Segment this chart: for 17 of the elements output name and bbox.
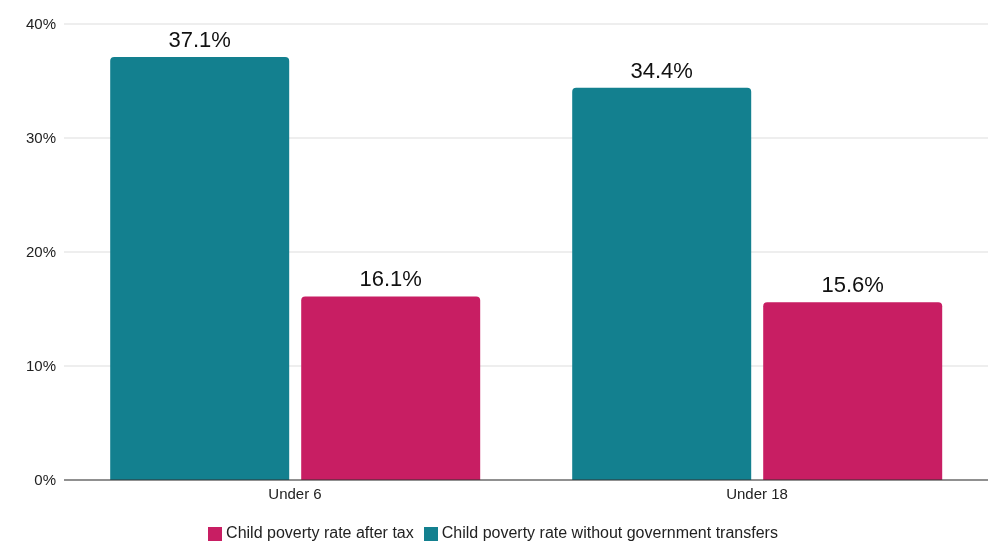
y-tick-label: 0%	[34, 471, 56, 489]
x-tick-label: Under 18	[726, 484, 788, 502]
legend-label: Child poverty rate after tax	[226, 524, 414, 541]
bar	[572, 87, 752, 480]
bar	[301, 296, 481, 480]
legend-label: Child poverty rate without government transfers	[441, 524, 778, 541]
y-tick-label: 40%	[25, 15, 56, 33]
x-tick-label: Under 6	[268, 484, 322, 502]
data-label: 16.1%	[359, 266, 422, 292]
bar	[763, 302, 943, 480]
y-tick-label: 30%	[25, 129, 56, 147]
y-tick-label: 20%	[25, 243, 56, 261]
bar	[110, 57, 290, 480]
y-tick-label: 10%	[25, 357, 56, 375]
data-label: 34.4%	[630, 57, 693, 83]
data-label: 37.1%	[168, 27, 231, 53]
data-label: 15.6%	[821, 272, 884, 298]
